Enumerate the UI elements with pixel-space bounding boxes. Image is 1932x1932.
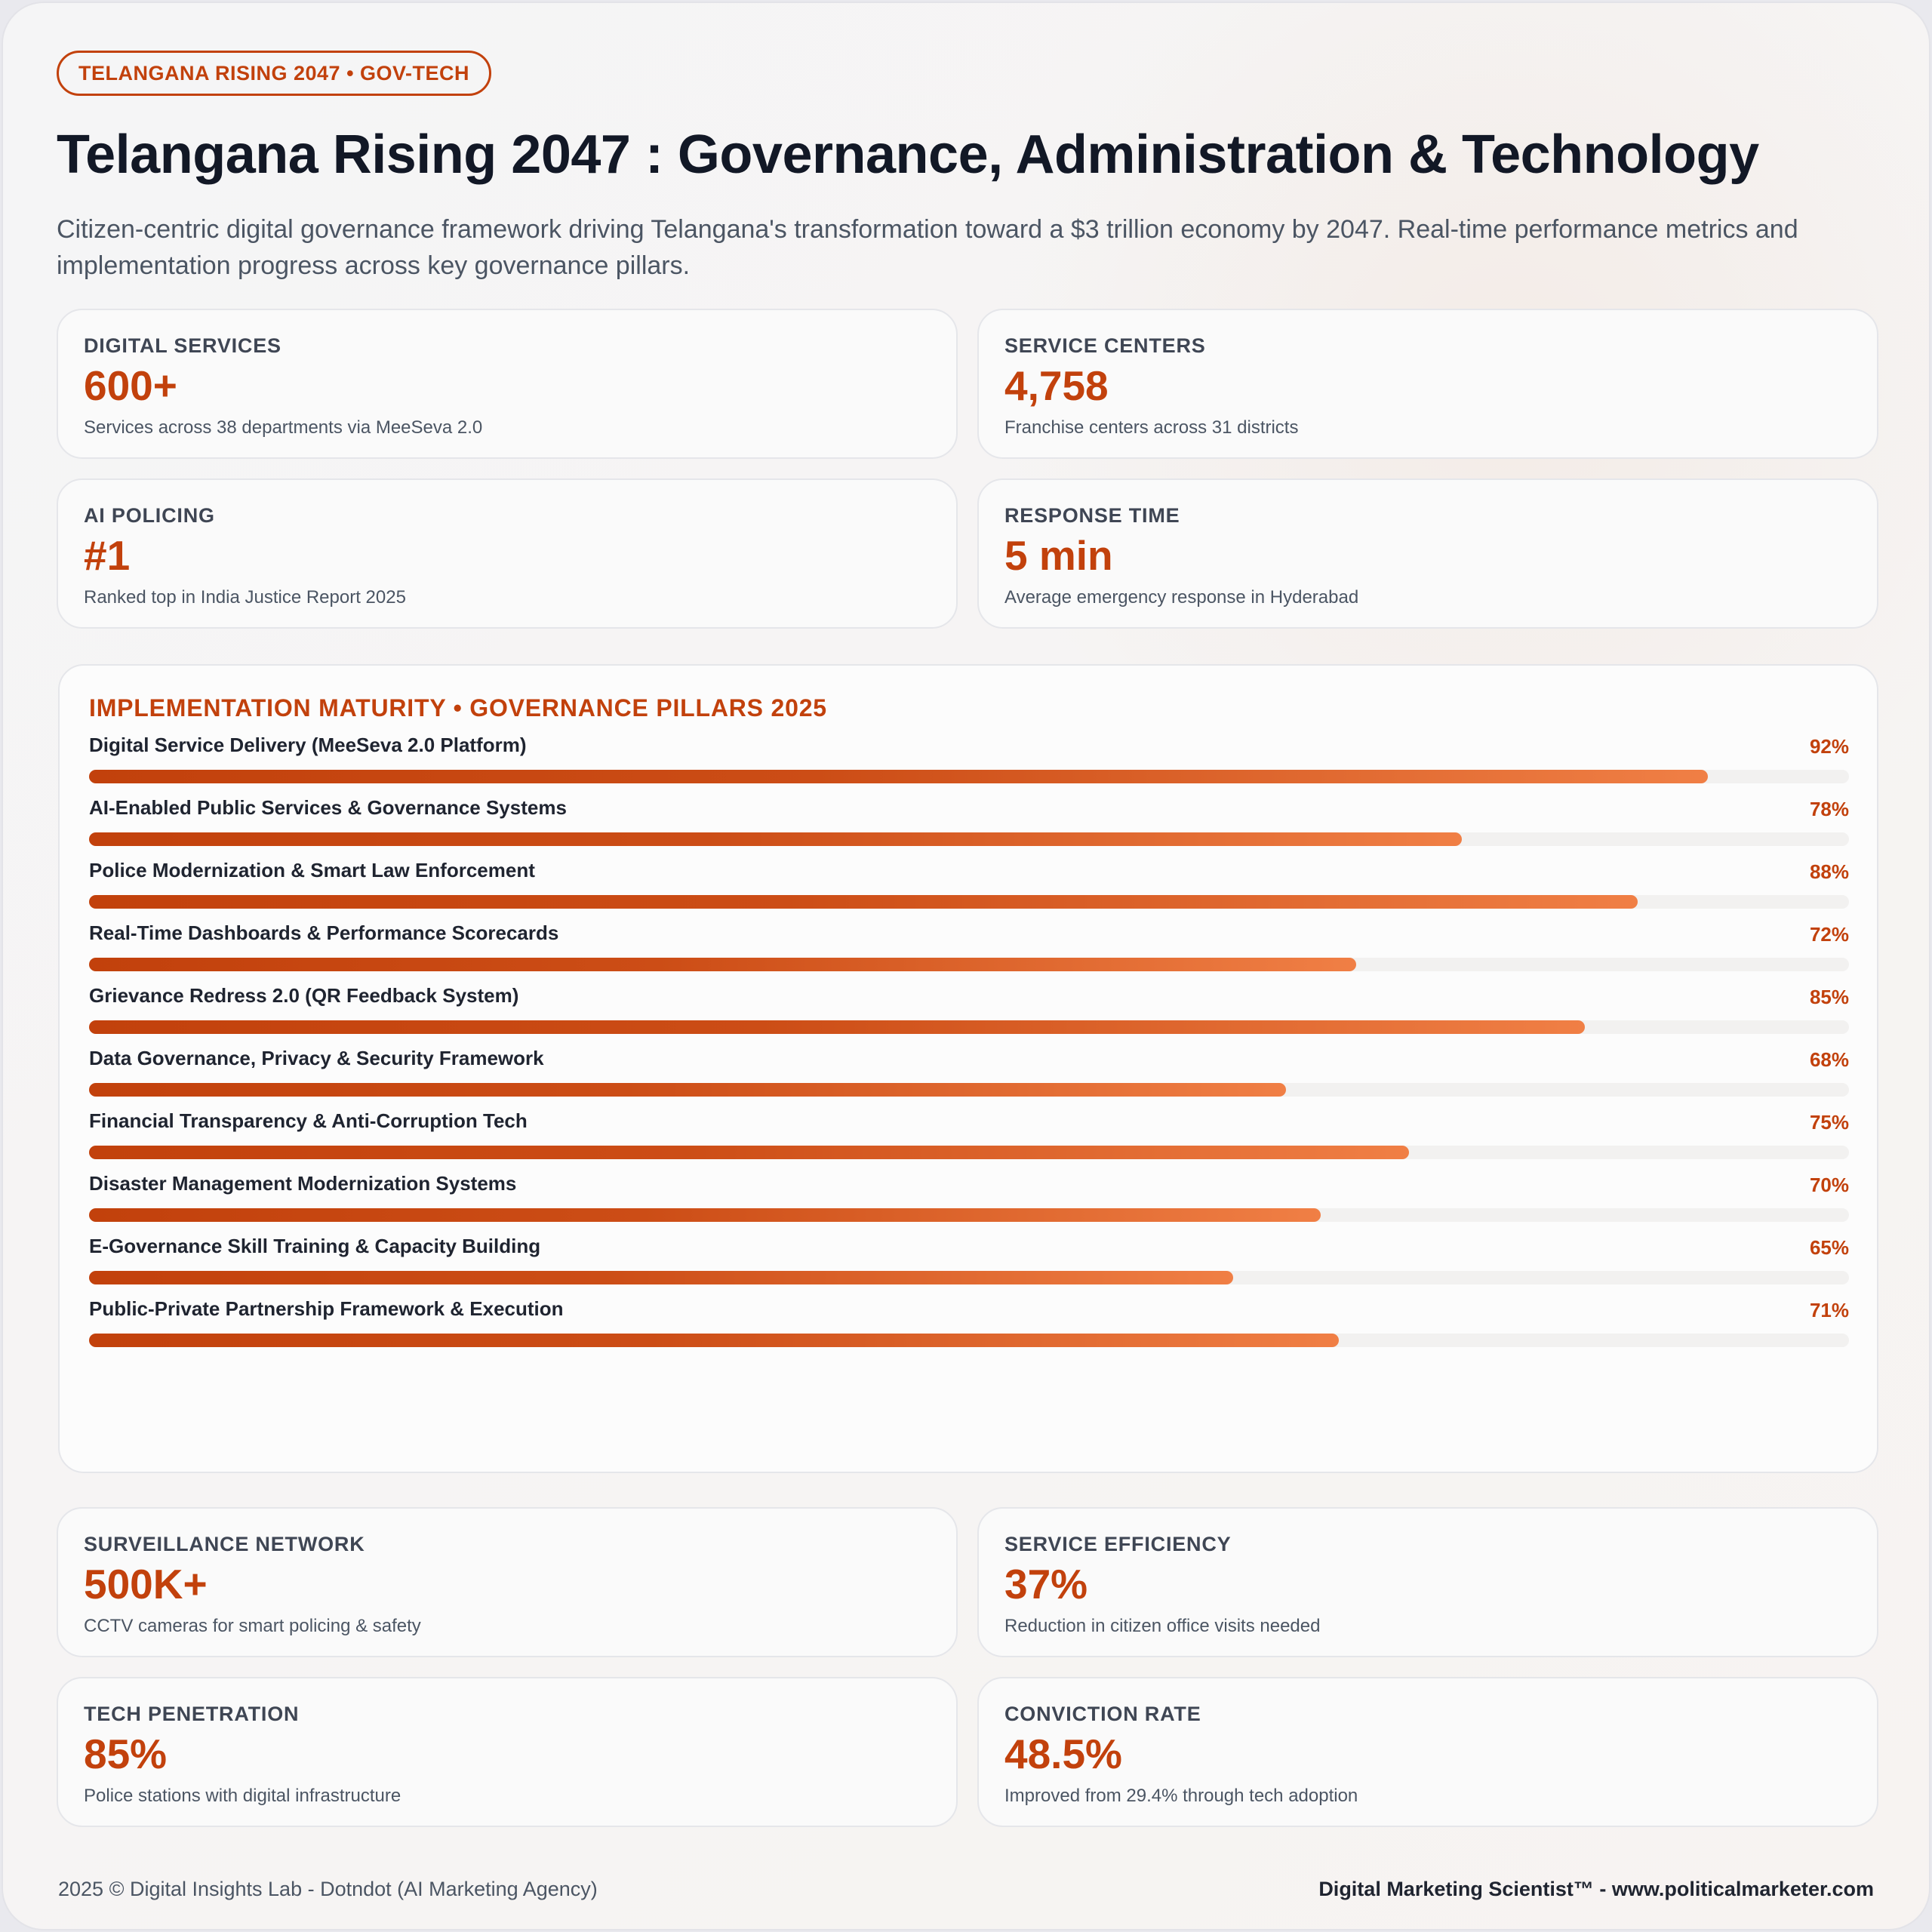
bar-value-label: 75% (1809, 1111, 1849, 1134)
chart-row: E-Governance Skill Training & Capacity B… (89, 1235, 1849, 1287)
bar-label: Data Governance, Privacy & Security Fram… (89, 1047, 544, 1069)
bar (89, 1334, 1339, 1347)
page-title: Telangana Rising 2047 : Governance, Admi… (57, 125, 1759, 185)
bar-label: Digital Service Delivery (MeeSeva 2.0 Pl… (89, 734, 527, 756)
stat-value: 4,758 (1004, 362, 1109, 409)
bar-track (89, 1020, 1849, 1034)
chart-row: AI-Enabled Public Services & Governance … (89, 796, 1849, 849)
bar-label: AI-Enabled Public Services & Governance … (89, 796, 567, 819)
bar (89, 895, 1638, 909)
bar-label: Grievance Redress 2.0 (QR Feedback Syste… (89, 984, 519, 1007)
stat-value: 600+ (84, 362, 177, 409)
stat-card-service-efficiency: SERVICE EFFICIENCY 37% Reduction in citi… (977, 1507, 1878, 1657)
bar-value-label: 72% (1809, 923, 1849, 946)
bar-track (89, 770, 1849, 783)
stat-label: TECH PENETRATION (84, 1703, 300, 1725)
page-subtitle: Citizen-centric digital governance frame… (57, 215, 1798, 280)
stat-value: 48.5% (1004, 1730, 1122, 1777)
stat-description: CCTV cameras for smart policing & safety (84, 1616, 421, 1636)
chart-row: Financial Transparency & Anti-Corruption… (89, 1109, 1849, 1162)
bar (89, 832, 1462, 846)
chart-row: Real-Time Dashboards & Performance Score… (89, 921, 1849, 974)
bar-label: Police Modernization & Smart Law Enforce… (89, 859, 535, 881)
bar-label: Disaster Management Modernization System… (89, 1172, 517, 1195)
stat-card-conviction-rate: CONVICTION RATE 48.5% Improved from 29.4… (977, 1677, 1878, 1827)
bar-label: E-Governance Skill Training & Capacity B… (89, 1235, 541, 1257)
stat-card-surveillance-network: SURVEILLANCE NETWORK 500K+ CCTV cameras … (57, 1507, 958, 1657)
bar-label: Real-Time Dashboards & Performance Score… (89, 921, 559, 944)
bar-track (89, 832, 1849, 846)
stat-description: Police stations with digital infrastruct… (84, 1786, 401, 1806)
chart-row: Public-Private Partnership Framework & E… (89, 1297, 1849, 1350)
stat-value: #1 (84, 532, 131, 579)
bar (89, 958, 1357, 971)
stat-value: 85% (84, 1730, 168, 1777)
stat-description: Franchise centers across 31 districts (1004, 417, 1299, 438)
bar (89, 1083, 1286, 1097)
bar-value-label: 85% (1809, 986, 1849, 1008)
bar-track (89, 1271, 1849, 1284)
stat-description: Ranked top in India Justice Report 2025 (84, 587, 406, 608)
stat-description: Services across 38 departments via MeeSe… (84, 417, 483, 438)
footer-credit: Digital Marketing Scientist™ - www.polit… (1318, 1878, 1874, 1900)
stat-card-service-centers: SERVICE CENTERS 4,758 Franchise centers … (977, 309, 1878, 459)
implementation-maturity-chart: IMPLEMENTATION MATURITY • GOVERNANCE PIL… (58, 664, 1878, 1473)
stat-value: 500K+ (84, 1561, 208, 1607)
bar (89, 1020, 1586, 1034)
footer-copyright: 2025 © Digital Insights Lab - Dotndot (A… (58, 1878, 598, 1900)
bar-track (89, 895, 1849, 909)
stat-label: DIGITAL SERVICES (84, 334, 281, 357)
bar (89, 1208, 1321, 1222)
bar-value-label: 71% (1809, 1299, 1849, 1321)
chart-row: Police Modernization & Smart Law Enforce… (89, 859, 1849, 912)
chart-row: Grievance Redress 2.0 (QR Feedback Syste… (89, 984, 1849, 1037)
stat-value: 37% (1004, 1561, 1088, 1607)
stat-description: Reduction in citizen office visits neede… (1004, 1616, 1321, 1636)
stat-label: SURVEILLANCE NETWORK (84, 1533, 365, 1555)
bar-value-label: 92% (1809, 735, 1849, 758)
bar (89, 1271, 1233, 1284)
bar-value-label: 65% (1809, 1236, 1849, 1259)
bar-value-label: 78% (1809, 798, 1849, 820)
bar-track (89, 958, 1849, 971)
stat-label: AI POLICING (84, 504, 215, 527)
bar-label: Public-Private Partnership Framework & E… (89, 1297, 564, 1320)
chart-title: IMPLEMENTATION MATURITY • GOVERNANCE PIL… (89, 694, 827, 721)
chart-row: Digital Service Delivery (MeeSeva 2.0 Pl… (89, 734, 1849, 786)
stat-description: Average emergency response in Hyderabad (1004, 587, 1359, 608)
bar-value-label: 88% (1809, 860, 1849, 883)
stat-card-response-time: RESPONSE TIME 5 min Average emergency re… (977, 478, 1878, 629)
stat-label: SERVICE CENTERS (1004, 334, 1206, 357)
stat-label: SERVICE EFFICIENCY (1004, 1533, 1232, 1555)
bar-track (89, 1146, 1849, 1159)
bar-value-label: 68% (1809, 1048, 1849, 1071)
bar (89, 1146, 1409, 1159)
bar-track (89, 1334, 1849, 1347)
stat-card-ai-policing: AI POLICING #1 Ranked top in India Justi… (57, 478, 958, 629)
stat-card-digital-services: DIGITAL SERVICES 600+ Services across 38… (57, 309, 958, 459)
stat-value: 5 min (1004, 532, 1113, 579)
stat-label: RESPONSE TIME (1004, 504, 1180, 527)
chart-row: Disaster Management Modernization System… (89, 1172, 1849, 1225)
chart-row: Data Governance, Privacy & Security Fram… (89, 1047, 1849, 1100)
stat-label: CONVICTION RATE (1004, 1703, 1201, 1725)
bar-track (89, 1208, 1849, 1222)
stat-card-tech-penetration: TECH PENETRATION 85% Police stations wit… (57, 1677, 958, 1827)
bar-label: Financial Transparency & Anti-Corruption… (89, 1109, 528, 1132)
bar-value-label: 70% (1809, 1174, 1849, 1196)
bar (89, 770, 1709, 783)
header-badge: TELANGANA RISING 2047 • GOV-TECH (57, 51, 492, 96)
stat-description: Improved from 29.4% through tech adoptio… (1004, 1786, 1358, 1806)
bar-track (89, 1083, 1849, 1097)
